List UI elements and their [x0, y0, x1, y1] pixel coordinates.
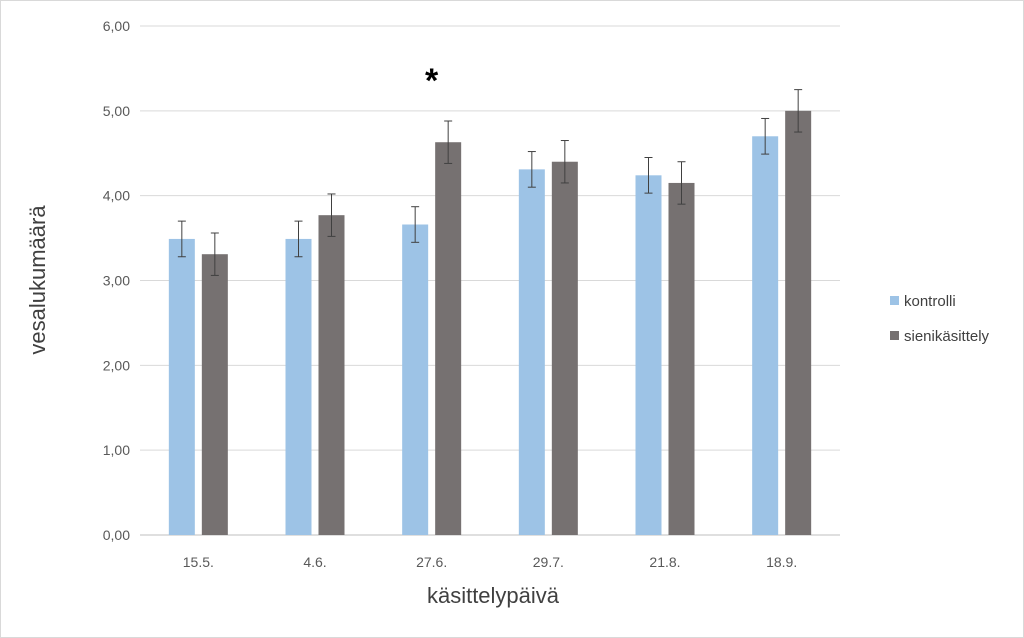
x-tick-label: 15.5. [183, 554, 214, 570]
bar-sienikasittely [201, 254, 228, 535]
bars [168, 110, 812, 536]
x-axis-title: käsittelypäivä [427, 583, 560, 608]
error-bars [177, 89, 803, 276]
error-bar [677, 161, 686, 205]
y-tick-label: 6,00 [103, 18, 130, 34]
x-tick-label: 18.9. [766, 554, 797, 570]
bar-sienikasittely [551, 161, 578, 535]
y-axis-title: vesalukumäärä [25, 205, 50, 355]
bar-sienikasittely [785, 110, 812, 535]
error-bar [527, 151, 536, 188]
error-bar [644, 156, 653, 194]
error-bar [327, 193, 336, 237]
error-bar [444, 120, 453, 164]
error-bar [411, 206, 420, 243]
bar-kontrolli [285, 238, 312, 535]
y-tick-label: 4,00 [103, 188, 130, 204]
x-tick-label: 21.8. [649, 554, 680, 570]
error-bar [761, 117, 770, 155]
bar-sienikasittely [668, 182, 695, 536]
y-tick-label: 1,00 [103, 442, 130, 458]
bar-kontrolli [518, 169, 545, 535]
y-tick-label: 2,00 [103, 357, 130, 373]
error-bar [177, 220, 186, 258]
y-axis-ticks: 0,00 1,00 2,00 3,00 4,00 5,00 6,00 [103, 18, 130, 543]
bar-sienikasittely [318, 215, 345, 535]
bar-kontrolli [635, 175, 662, 535]
error-bar [210, 232, 219, 276]
x-tick-label: 27.6. [416, 554, 447, 570]
bar-kontrolli [752, 136, 779, 536]
error-bar [794, 89, 803, 133]
x-tick-label: 4.6. [303, 554, 326, 570]
gridlines [140, 25, 840, 536]
significance-marker: * [425, 62, 439, 100]
y-tick-label: 0,00 [103, 527, 130, 543]
y-tick-label: 3,00 [103, 273, 130, 289]
legend: kontrolli sienikäsittely [890, 293, 990, 345]
bar-sienikasittely [435, 142, 462, 535]
error-bar [560, 140, 569, 184]
legend-label-sienikasittely: sienikäsittely [904, 328, 990, 345]
bar-kontrolli [168, 238, 195, 535]
legend-swatch-sienikasittely [890, 331, 899, 340]
legend-label-kontrolli: kontrolli [904, 293, 956, 310]
annotations: * [425, 62, 439, 100]
y-tick-label: 5,00 [103, 103, 130, 119]
x-tick-label: 29.7. [533, 554, 564, 570]
bar-kontrolli [402, 224, 429, 535]
x-axis-ticks: 15.5. 4.6. 27.6. 29.7. 21.8. 18.9. [183, 554, 797, 570]
legend-swatch-kontrolli [890, 296, 899, 305]
error-bar [294, 220, 303, 258]
